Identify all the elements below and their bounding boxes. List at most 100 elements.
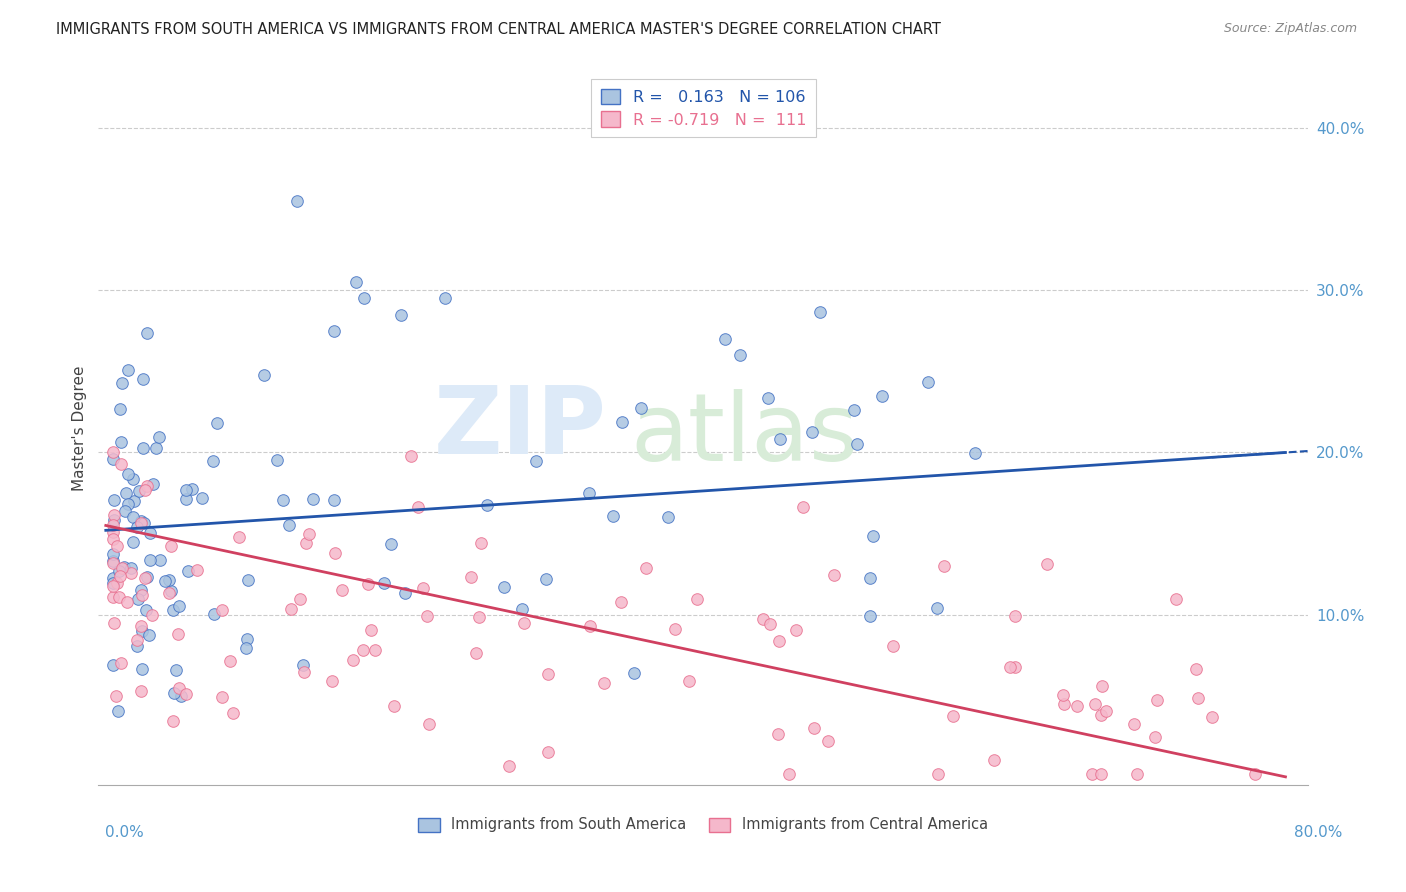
Point bbox=[101, 533, 124, 547]
Point bbox=[579, 619, 602, 633]
Text: Source: ZipAtlas.com: Source: ZipAtlas.com bbox=[1223, 22, 1357, 36]
Point bbox=[157, 585, 180, 599]
Point bbox=[758, 617, 780, 632]
Point bbox=[101, 575, 124, 590]
Point bbox=[612, 415, 634, 429]
Point bbox=[117, 497, 139, 511]
Point bbox=[103, 492, 125, 507]
Point bbox=[120, 566, 142, 580]
Point bbox=[205, 416, 228, 430]
Point bbox=[131, 624, 153, 639]
Point bbox=[235, 641, 257, 656]
Point bbox=[101, 524, 124, 539]
Point bbox=[321, 673, 343, 688]
Point bbox=[1184, 662, 1206, 676]
Point bbox=[360, 623, 382, 637]
Point bbox=[132, 516, 155, 531]
Point bbox=[132, 441, 155, 455]
Point bbox=[758, 391, 780, 405]
Point bbox=[294, 536, 316, 550]
Point bbox=[534, 572, 557, 586]
Point bbox=[103, 513, 125, 527]
Point bbox=[266, 452, 288, 467]
Point bbox=[228, 530, 250, 544]
Point bbox=[593, 675, 616, 690]
Point bbox=[287, 194, 309, 208]
Point bbox=[211, 603, 233, 617]
Point bbox=[323, 324, 346, 338]
Text: 0.0%: 0.0% bbox=[105, 825, 145, 840]
Point bbox=[1146, 693, 1168, 707]
Point bbox=[418, 716, 440, 731]
Point bbox=[465, 646, 488, 660]
Point bbox=[160, 539, 183, 553]
Point bbox=[153, 574, 176, 588]
Point bbox=[290, 591, 312, 606]
Point bbox=[211, 690, 233, 704]
Point bbox=[1164, 591, 1187, 606]
Point bbox=[927, 766, 949, 780]
Point bbox=[842, 402, 865, 417]
Point bbox=[870, 389, 893, 403]
Point bbox=[134, 483, 156, 497]
Point bbox=[128, 483, 150, 498]
Point bbox=[105, 539, 128, 553]
Point bbox=[111, 560, 134, 574]
Point bbox=[167, 681, 190, 696]
Point bbox=[101, 571, 124, 585]
Point bbox=[380, 537, 402, 551]
Point bbox=[678, 673, 700, 688]
Point bbox=[808, 305, 831, 319]
Point bbox=[107, 704, 129, 718]
Point bbox=[1187, 691, 1209, 706]
Point bbox=[141, 607, 163, 622]
Point bbox=[389, 308, 412, 322]
Point bbox=[149, 553, 172, 567]
Point bbox=[135, 326, 157, 341]
Point bbox=[278, 518, 301, 533]
Text: ZIP: ZIP bbox=[433, 382, 606, 475]
Legend: Immigrants from South America, Immigrants from Central America: Immigrants from South America, Immigrant… bbox=[412, 812, 994, 838]
Point bbox=[1090, 766, 1112, 780]
Point bbox=[167, 599, 190, 614]
Point bbox=[114, 504, 136, 518]
Point bbox=[373, 576, 395, 591]
Point bbox=[121, 535, 143, 549]
Point bbox=[138, 525, 160, 540]
Point bbox=[135, 478, 157, 492]
Point bbox=[186, 563, 208, 577]
Point bbox=[602, 509, 624, 524]
Point bbox=[1244, 766, 1267, 780]
Point bbox=[1090, 708, 1112, 723]
Point bbox=[127, 591, 149, 606]
Point bbox=[1004, 609, 1026, 624]
Point bbox=[134, 571, 156, 585]
Point bbox=[127, 640, 149, 654]
Point bbox=[1053, 698, 1076, 712]
Point bbox=[1095, 704, 1118, 718]
Point bbox=[110, 435, 132, 450]
Point bbox=[342, 653, 364, 667]
Point bbox=[174, 483, 197, 497]
Point bbox=[537, 667, 560, 681]
Point bbox=[103, 508, 125, 522]
Point bbox=[117, 363, 139, 377]
Point bbox=[768, 634, 790, 648]
Point bbox=[103, 615, 125, 630]
Y-axis label: Master's Degree: Master's Degree bbox=[72, 366, 87, 491]
Point bbox=[513, 615, 536, 630]
Point bbox=[934, 559, 956, 574]
Point bbox=[294, 665, 316, 679]
Point bbox=[108, 402, 131, 417]
Point bbox=[271, 493, 294, 508]
Point bbox=[357, 577, 380, 591]
Point bbox=[352, 642, 374, 657]
Point bbox=[845, 437, 868, 451]
Point bbox=[142, 477, 165, 491]
Point bbox=[135, 570, 157, 584]
Point bbox=[401, 449, 423, 463]
Point bbox=[162, 603, 184, 617]
Point bbox=[129, 514, 152, 528]
Point bbox=[138, 552, 160, 566]
Point bbox=[728, 348, 751, 362]
